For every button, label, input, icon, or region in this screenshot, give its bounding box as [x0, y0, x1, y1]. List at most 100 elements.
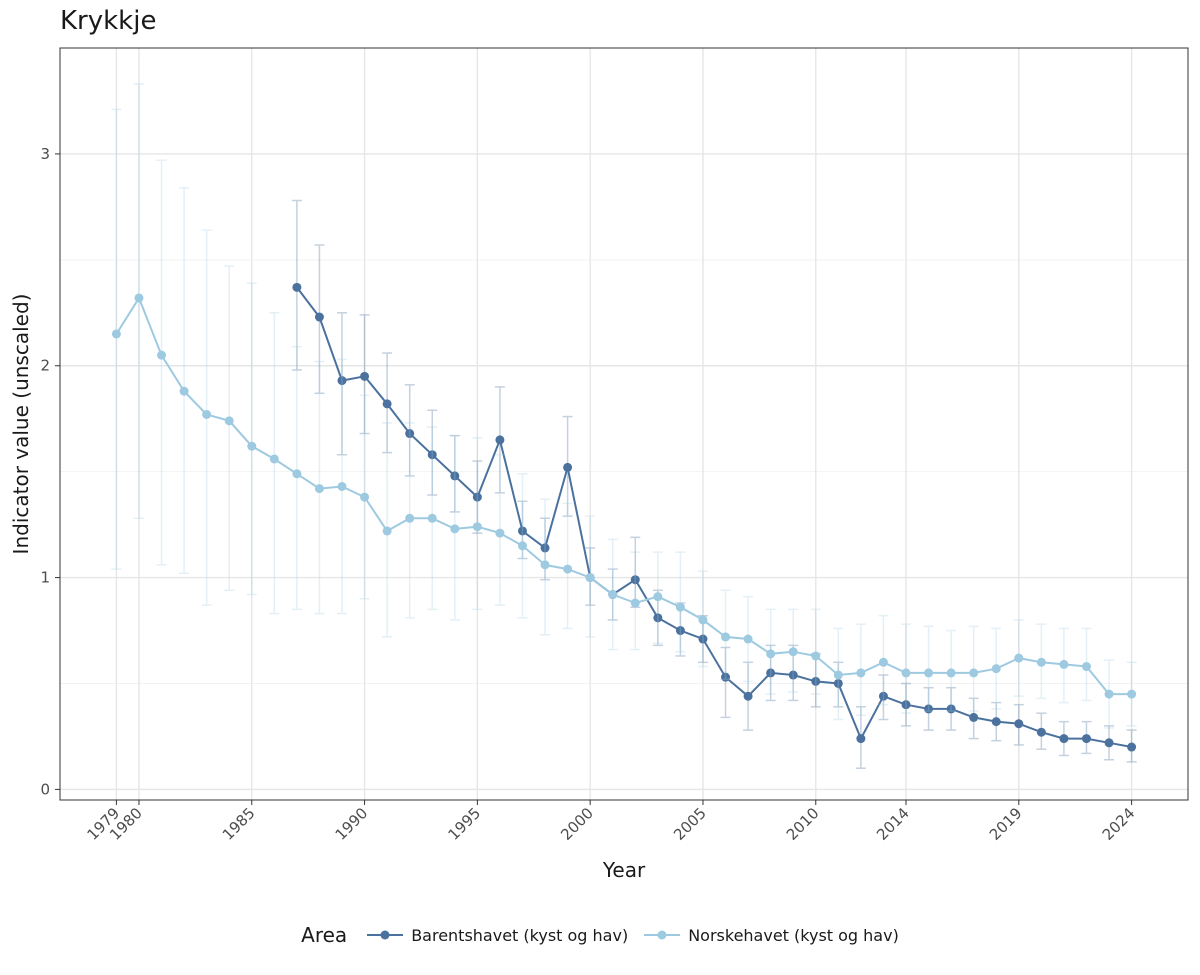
data-point — [450, 471, 460, 481]
data-point — [1127, 689, 1137, 699]
data-point — [969, 712, 979, 722]
data-point — [472, 492, 482, 502]
data-point — [111, 329, 121, 339]
data-point — [337, 376, 347, 386]
data-point — [495, 528, 505, 538]
chart-title: Krykkje — [60, 6, 157, 36]
data-point — [698, 634, 708, 644]
data-point — [1104, 738, 1114, 748]
series-line — [115, 295, 1132, 696]
data-point — [924, 704, 934, 714]
legend-title: Area — [301, 923, 348, 947]
data-point — [946, 704, 956, 714]
data-point — [314, 312, 324, 322]
data-point — [1059, 659, 1069, 669]
data-point — [427, 450, 437, 460]
data-point — [585, 573, 595, 583]
y-tick-label: 2 — [40, 357, 50, 375]
legend-item-barentshavet: Barentshavet (kyst og hav) — [365, 925, 628, 945]
panel-border — [59, 47, 1189, 801]
data-point — [721, 632, 731, 642]
legend-key-norskehavet — [644, 930, 681, 940]
data-point — [495, 435, 505, 445]
data-point — [630, 575, 640, 585]
data-point — [788, 670, 798, 680]
data-point — [856, 668, 866, 678]
data-point — [292, 282, 302, 292]
data-point — [833, 678, 843, 688]
error-bars — [111, 83, 1137, 729]
x-tick-label: 1995 — [444, 804, 484, 844]
data-point — [833, 670, 843, 680]
data-point — [675, 626, 685, 636]
x-tick-label: 2000 — [557, 804, 597, 844]
data-point — [450, 524, 460, 534]
series — [111, 83, 1137, 769]
data-point — [292, 469, 302, 479]
legend-label-barentshavet: Barentshavet (kyst og hav) — [411, 925, 629, 945]
legend-key-barentshavet — [367, 930, 404, 940]
grid-lines — [60, 48, 1188, 800]
data-point — [337, 481, 347, 491]
series-line — [296, 286, 1132, 748]
data-point — [653, 592, 663, 602]
data-point — [811, 676, 821, 686]
data-point — [721, 672, 731, 682]
data-point — [878, 657, 888, 667]
data-point — [630, 598, 640, 608]
data-point — [901, 668, 911, 678]
data-point — [1081, 734, 1091, 744]
data-point — [563, 564, 573, 574]
data-point — [405, 429, 415, 439]
data-point — [1014, 719, 1024, 729]
data-point — [1104, 689, 1114, 699]
legend-item-norskehavet: Norskehavet (kyst og hav) — [642, 925, 899, 945]
data-point — [540, 560, 550, 570]
data-point — [608, 590, 618, 600]
data-point — [924, 668, 934, 678]
data-point — [766, 649, 776, 659]
data-point — [878, 691, 888, 701]
data-point — [179, 386, 189, 396]
data-point — [563, 462, 573, 472]
data-point — [472, 522, 482, 532]
data-point — [698, 615, 708, 625]
data-point — [991, 717, 1001, 727]
data-point — [1059, 734, 1069, 744]
data-point — [269, 454, 279, 464]
data-point — [360, 371, 370, 381]
data-point — [946, 668, 956, 678]
data-point — [675, 602, 685, 612]
data-point — [157, 350, 167, 360]
y-tick-label: 0 — [40, 780, 50, 798]
data-point — [901, 700, 911, 710]
data-point — [360, 492, 370, 502]
data-point — [1081, 662, 1091, 672]
data-point — [1036, 657, 1046, 667]
legend: Area Barentshavet (kyst og hav) Norskeha… — [0, 918, 1200, 952]
x-tick-label: 2014 — [873, 804, 913, 844]
data-point — [134, 293, 144, 303]
data-point — [1036, 727, 1046, 737]
data-point — [382, 526, 392, 536]
data-point — [991, 664, 1001, 674]
series-1 — [111, 83, 1137, 729]
data-point — [247, 441, 257, 451]
data-point — [1014, 653, 1024, 663]
data-point — [382, 399, 392, 409]
y-tick-label: 3 — [40, 145, 50, 163]
data-point — [969, 668, 979, 678]
data-point — [743, 634, 753, 644]
data-point — [540, 543, 550, 553]
data-point — [766, 668, 776, 678]
y-tick-label: 1 — [40, 569, 50, 587]
data-point — [405, 513, 415, 523]
data-point — [517, 541, 527, 551]
y-axis-title: Indicator value (unscaled) — [9, 294, 33, 555]
x-tick-label: 2024 — [1099, 804, 1139, 844]
x-tick-label: 1990 — [332, 804, 372, 844]
data-point — [314, 484, 324, 494]
data-point — [653, 613, 663, 623]
legend-label-norskehavet: Norskehavet (kyst og hav) — [688, 925, 899, 945]
